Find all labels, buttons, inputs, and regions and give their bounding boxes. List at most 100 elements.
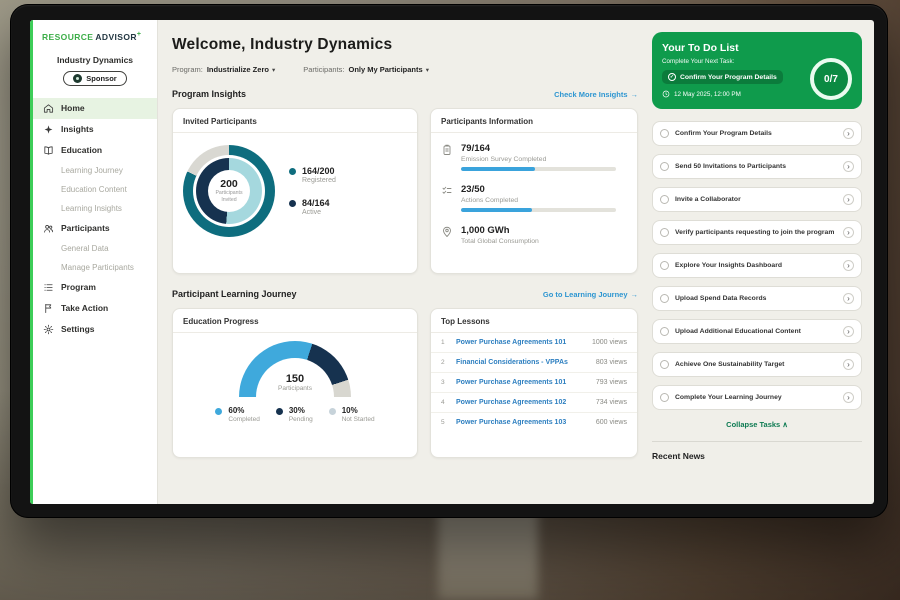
sidebar: RESOURCE ADVISOR+ Industry Dynamics Spons… xyxy=(30,20,158,504)
education-progress-gauge-chart xyxy=(239,341,351,397)
lesson-link[interactable]: Power Purchase Agreements 102 xyxy=(456,399,567,406)
sidebar-item-learning-insights[interactable]: Learning Insights xyxy=(33,199,157,218)
participants-filter-value: Only My Participants xyxy=(348,65,423,74)
active-value: 84/164 xyxy=(302,198,330,208)
stat-global-consumption: 1,000 GWh Total Global Consumption xyxy=(441,225,627,245)
sidebar-item-insights[interactable]: Insights xyxy=(33,119,157,140)
nav-label: Program xyxy=(61,282,96,293)
program-filter-value: Industrialize Zero xyxy=(206,65,269,74)
donut-legend: 164/200 Registered 84/164 Active xyxy=(289,166,336,216)
chevron-right-icon[interactable]: › xyxy=(843,359,854,370)
task-checkbox[interactable] xyxy=(660,327,669,336)
checklist-icon xyxy=(442,186,452,194)
chevron-right-icon[interactable]: › xyxy=(843,326,854,337)
chevron-right-icon[interactable]: › xyxy=(843,392,854,403)
task-row[interactable]: Upload Spend Data Records › xyxy=(652,286,862,311)
lesson-link[interactable]: Power Purchase Agreements 101 xyxy=(456,339,567,346)
logo-resource: RESOURCE xyxy=(42,31,94,42)
participants-filter[interactable]: Participants: Only My Participants ▾ xyxy=(303,65,429,74)
nav-label: Insights xyxy=(61,124,94,135)
sponsor-badge[interactable]: Sponsor xyxy=(63,70,127,86)
chevron-right-icon[interactable]: › xyxy=(843,128,854,139)
task-row[interactable]: Achieve One Sustainability Target › xyxy=(652,352,862,377)
task-row[interactable]: Complete Your Learning Journey › xyxy=(652,385,862,410)
chevron-right-icon[interactable]: › xyxy=(843,194,854,205)
clock-icon xyxy=(662,90,670,98)
education-progress-card: Education Progress 150 Participants xyxy=(172,308,418,458)
task-checkbox[interactable] xyxy=(660,294,669,303)
stat-label: Total Global Consumption xyxy=(461,238,539,245)
nav-label: Learning Journey xyxy=(61,165,123,175)
program-insights-header: Program Insights Check More Insights → xyxy=(172,89,638,99)
app-logo: RESOURCE ADVISOR+ xyxy=(42,31,157,42)
nav-label: Education xyxy=(61,145,103,156)
chevron-right-icon[interactable]: › xyxy=(843,260,854,271)
active-dot-icon xyxy=(289,200,296,207)
chevron-right-icon[interactable]: › xyxy=(843,161,854,172)
task-row[interactable]: Explore Your Insights Dashboard › xyxy=(652,253,862,278)
collapse-tasks-link[interactable]: Collapse Tasks ∧ xyxy=(726,420,788,429)
stat-emission-survey: 79/164 Emission Survey Completed xyxy=(441,143,627,171)
sponsor-label: Sponsor xyxy=(86,73,117,83)
lesson-link[interactable]: Financial Considerations - VPPAs xyxy=(456,359,568,366)
lesson-link[interactable]: Power Purchase Agreements 103 xyxy=(456,419,567,426)
next-task-pill[interactable]: ✓ Confirm Your Program Details xyxy=(662,70,783,84)
sidebar-item-take-action[interactable]: Take Action xyxy=(33,298,157,319)
lesson-row: 1 Power Purchase Agreements 101 1000 vie… xyxy=(431,333,637,353)
task-row[interactable]: Confirm Your Program Details › xyxy=(652,121,862,146)
todo-title: Your To Do List xyxy=(662,42,739,54)
chevron-right-icon[interactable]: › xyxy=(843,227,854,238)
page-title: Welcome, Industry Dynamics xyxy=(172,36,393,53)
gauge-value: 150 xyxy=(285,373,305,385)
org-name: Industry Dynamics xyxy=(56,54,134,65)
program-filter-label: Program: xyxy=(172,65,203,74)
section-title-learning-journey: Participant Learning Journey xyxy=(172,289,297,299)
lesson-link[interactable]: Power Purchase Agreements 101 xyxy=(456,379,567,386)
clipboard-icon xyxy=(443,144,451,155)
task-checkbox[interactable] xyxy=(660,393,669,402)
sidebar-item-manage-participants[interactable]: Manage Participants xyxy=(33,258,157,277)
app-window: RESOURCE ADVISOR+ Industry Dynamics Spons… xyxy=(30,20,874,504)
nav-label: General Data xyxy=(61,243,109,253)
check-more-insights-link[interactable]: Check More Insights → xyxy=(554,90,638,99)
sidebar-item-settings[interactable]: Settings xyxy=(33,319,157,340)
todo-subtitle: Complete Your Next Task: xyxy=(662,58,735,65)
list-icon xyxy=(44,284,53,291)
sidebar-item-participants[interactable]: Participants xyxy=(33,218,157,239)
map-pin-icon xyxy=(443,226,451,237)
task-checkbox[interactable] xyxy=(660,360,669,369)
sidebar-item-general-data[interactable]: General Data xyxy=(33,239,157,258)
sidebar-item-program[interactable]: Program xyxy=(33,277,157,298)
task-row[interactable]: Upload Additional Educational Content › xyxy=(652,319,862,344)
gear-icon xyxy=(43,324,54,335)
monitor: RESOURCE ADVISOR+ Industry Dynamics Spons… xyxy=(10,4,888,518)
task-checkbox[interactable] xyxy=(660,162,669,171)
go-to-learning-journey-link[interactable]: Go to Learning Journey → xyxy=(543,290,638,299)
registered-dot-icon xyxy=(289,168,296,175)
task-row[interactable]: Verify participants requesting to join t… xyxy=(652,220,862,245)
nav-label: Manage Participants xyxy=(61,262,134,272)
stat-label: Emission Survey Completed xyxy=(461,156,547,163)
lesson-row: 2 Financial Considerations - VPPAs 803 v… xyxy=(431,353,637,373)
link-label: Go to Learning Journey xyxy=(542,289,628,299)
task-checkbox[interactable] xyxy=(660,195,669,204)
stat-value: 79/164 xyxy=(461,143,491,154)
task-checkbox[interactable] xyxy=(660,228,669,237)
sidebar-nav: Home Insights Education Learning Journey xyxy=(33,97,157,340)
task-row[interactable]: Invite a Collaborator › xyxy=(652,187,862,212)
sidebar-item-education[interactable]: Education xyxy=(33,140,157,161)
task-checkbox[interactable] xyxy=(660,261,669,270)
program-filter[interactable]: Program: Industrialize Zero ▾ xyxy=(172,65,275,74)
next-task-due: 12 May 2025, 12:00 PM xyxy=(662,90,852,98)
top-lessons-card: Top Lessons 1 Power Purchase Agreements … xyxy=(430,308,638,458)
lesson-row: 5 Power Purchase Agreements 103 600 view… xyxy=(441,419,627,426)
chevron-right-icon[interactable]: › xyxy=(843,293,854,304)
registered-label: Registered xyxy=(302,177,336,184)
task-checkbox[interactable] xyxy=(660,129,669,138)
sidebar-item-education-content[interactable]: Education Content xyxy=(33,180,157,199)
sidebar-item-home[interactable]: Home xyxy=(33,97,157,119)
stat-label: Actions Completed xyxy=(461,197,519,204)
sidebar-item-learning-journey[interactable]: Learning Journey xyxy=(33,161,157,180)
task-row[interactable]: Send 50 Invitations to Participants › xyxy=(652,154,862,179)
